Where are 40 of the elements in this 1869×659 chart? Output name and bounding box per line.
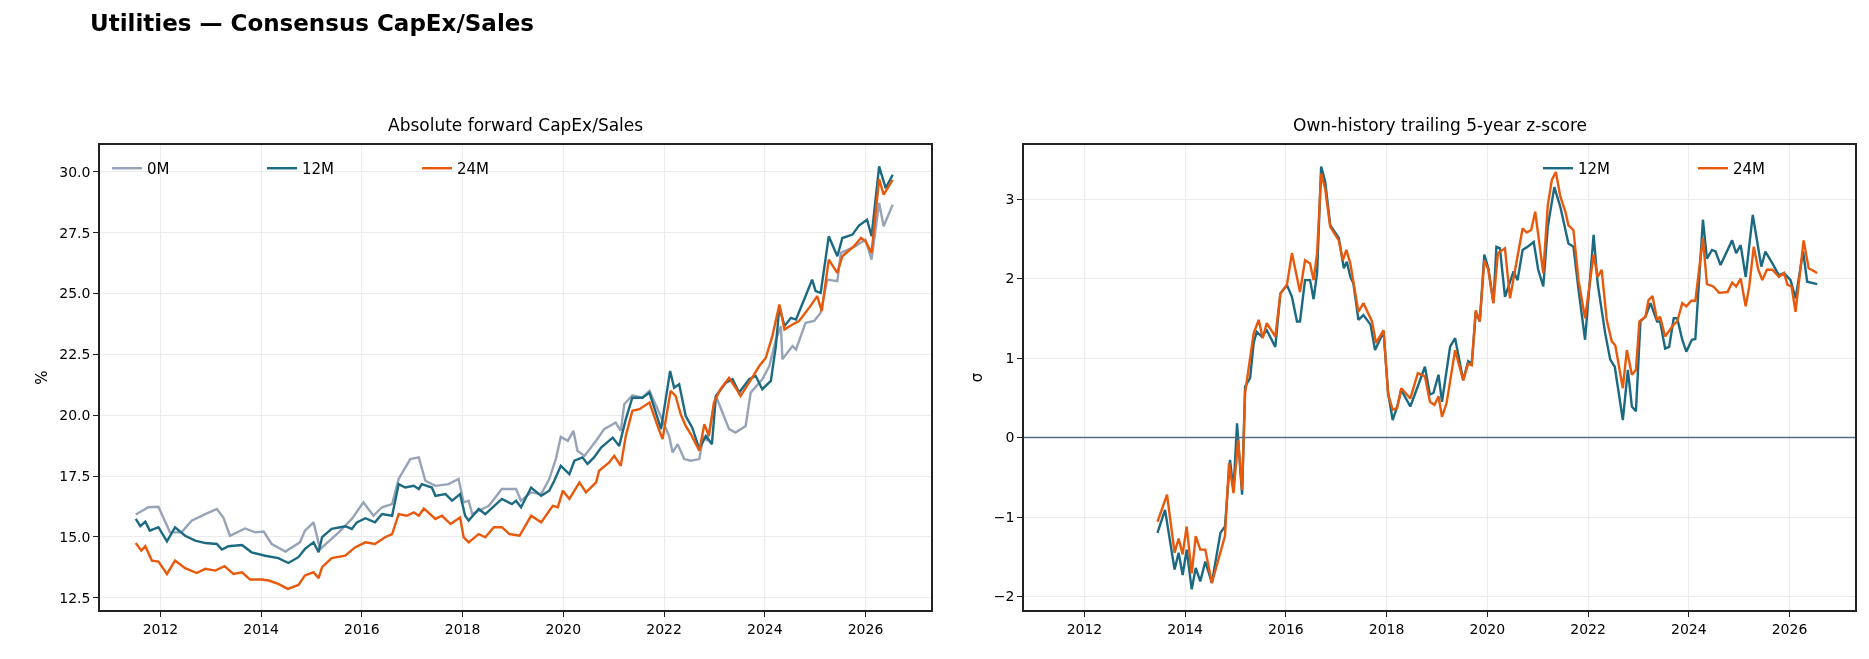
y-tick-label: 27.5 <box>59 224 91 241</box>
x-tick-label: 2022 <box>1570 620 1606 637</box>
chart-title: Own-history trailing 5-year z-score <box>1293 115 1587 135</box>
y-tick-label: 1 <box>1005 349 1015 366</box>
y-tick-label: 0 <box>1005 429 1015 446</box>
y-axis-title: σ <box>967 372 986 383</box>
chart-subtitle: Absolute forward CapEx/Sales <box>388 115 644 135</box>
y-tick-label: 25.0 <box>59 285 91 302</box>
x-tick-label: 2026 <box>847 620 884 637</box>
x-tick-label: 2016 <box>1268 620 1304 637</box>
chart-title: Utilities — Consensus CapEx/Sales <box>90 10 535 36</box>
x-tick-label: 2012 <box>1066 620 1103 637</box>
x-tick-label: 2020 <box>545 620 582 637</box>
y-axis-title: % <box>33 370 52 385</box>
y-tick-label: −2 <box>993 588 1015 605</box>
x-tick-label: 2024 <box>746 620 783 637</box>
x-tick-label: 2012 <box>142 620 179 637</box>
y-tick-label: 22.5 <box>59 346 91 363</box>
legend-label: 12M <box>302 160 335 179</box>
y-tick-label: 15.0 <box>59 528 91 545</box>
x-tick-label: 2018 <box>1368 620 1405 637</box>
legend-label: 24M <box>1732 160 1766 179</box>
y-tick-label: 17.5 <box>59 468 91 484</box>
legend-label: 0M <box>147 160 170 179</box>
x-tick-label: 2024 <box>1670 620 1707 637</box>
legend-label: 12M <box>1577 160 1611 179</box>
x-tick-label: 2014 <box>1167 620 1204 637</box>
y-tick-label: 30.0 <box>59 163 91 180</box>
x-tick-label: 2014 <box>243 620 280 637</box>
y-tick-label: 20.0 <box>59 407 91 424</box>
y-tick-label: −1 <box>993 508 1015 525</box>
x-tick-label: 2022 <box>646 620 682 637</box>
x-tick-label: 2020 <box>1469 620 1506 637</box>
x-tick-label: 2016 <box>344 620 380 637</box>
y-tick-label: 3 <box>1005 190 1015 207</box>
y-tick-label: 12.5 <box>59 589 91 606</box>
legend-label: 24M <box>457 160 490 179</box>
y-tick-label: 2 <box>1005 270 1015 287</box>
x-tick-label: 2026 <box>1771 620 1808 637</box>
x-tick-label: 2018 <box>444 620 481 637</box>
